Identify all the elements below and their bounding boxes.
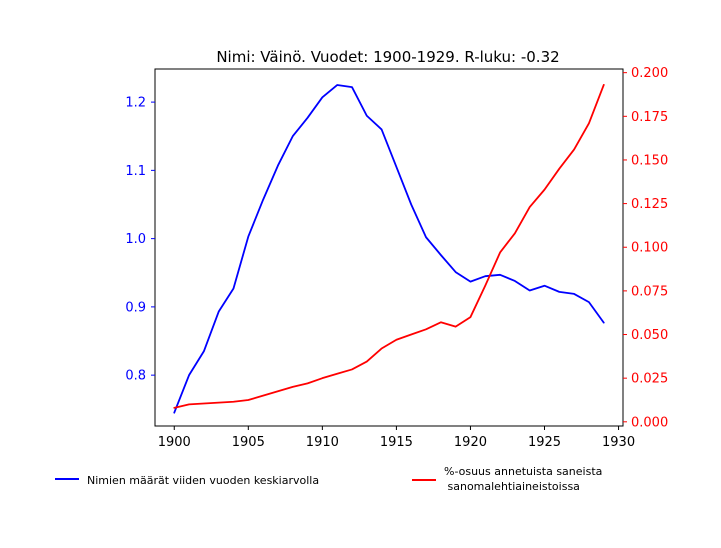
- x-tick-label: 1915: [380, 435, 413, 450]
- right-tick-label: 0.125: [631, 197, 668, 212]
- legend: Nimien määrät viiden vuoden keskiarvolla…: [55, 465, 602, 493]
- right-tick-label: 0.025: [631, 372, 668, 387]
- right-tick-label: 0.075: [631, 284, 668, 299]
- left-tick-label: 1.0: [125, 232, 146, 247]
- right-tick-label: 0.200: [631, 66, 668, 81]
- left-tick-label: 1.2: [125, 96, 146, 111]
- series-layer: [173, 83, 605, 414]
- x-tick-label: 1910: [306, 435, 339, 450]
- x-axis: 1900 1905 1910 1915 1920 1925 1930: [158, 426, 635, 450]
- legend-label-percentage-line-2: sanomalehtiaineistoissa: [444, 480, 580, 493]
- plot-area: [154, 68, 624, 427]
- left-y-axis: 0.8 0.9 1.0 1.1 1.2: [125, 96, 155, 384]
- x-tick-label: 1930: [602, 435, 635, 450]
- x-tick-label: 1905: [232, 435, 265, 450]
- right-tick-label: 0.000: [631, 415, 668, 430]
- left-tick-label: 0.8: [125, 369, 146, 384]
- right-tick-label: 0.150: [631, 153, 668, 168]
- left-tick-label: 0.9: [125, 300, 146, 315]
- legend-label-percentage-line-1: %-osuus annetuista saneista: [444, 465, 602, 478]
- x-tick-label: 1900: [158, 435, 191, 450]
- right-tick-label: 0.175: [631, 110, 668, 125]
- left-tick-label: 1.1: [125, 164, 146, 179]
- right-tick-label: 0.100: [631, 241, 668, 256]
- right-y-axis: 0.000 0.025 0.050 0.075 0.100 0.125 0.150 0.175…: [623, 66, 668, 430]
- legend-label-name-counts: Nimien määrät viiden vuoden keskiarvolla: [87, 474, 319, 487]
- series-line-name-counts: [173, 84, 605, 414]
- x-tick-label: 1920: [454, 435, 487, 450]
- chart-title: Nimi: Väinö. Vuodet: 1900-1929. R-luku: …: [216, 48, 559, 66]
- series-line-percentage: [173, 83, 605, 409]
- right-tick-label: 0.050: [631, 328, 668, 343]
- x-tick-label: 1925: [528, 435, 561, 450]
